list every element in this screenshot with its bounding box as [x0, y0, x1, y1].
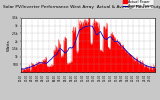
Y-axis label: Watts: Watts — [7, 39, 11, 51]
Legend: Actual Power, Average Power: Actual Power, Average Power — [123, 0, 154, 9]
Text: Solar PV/Inverter Performance West Array  Actual & Average Power Output: Solar PV/Inverter Performance West Array… — [3, 5, 160, 9]
